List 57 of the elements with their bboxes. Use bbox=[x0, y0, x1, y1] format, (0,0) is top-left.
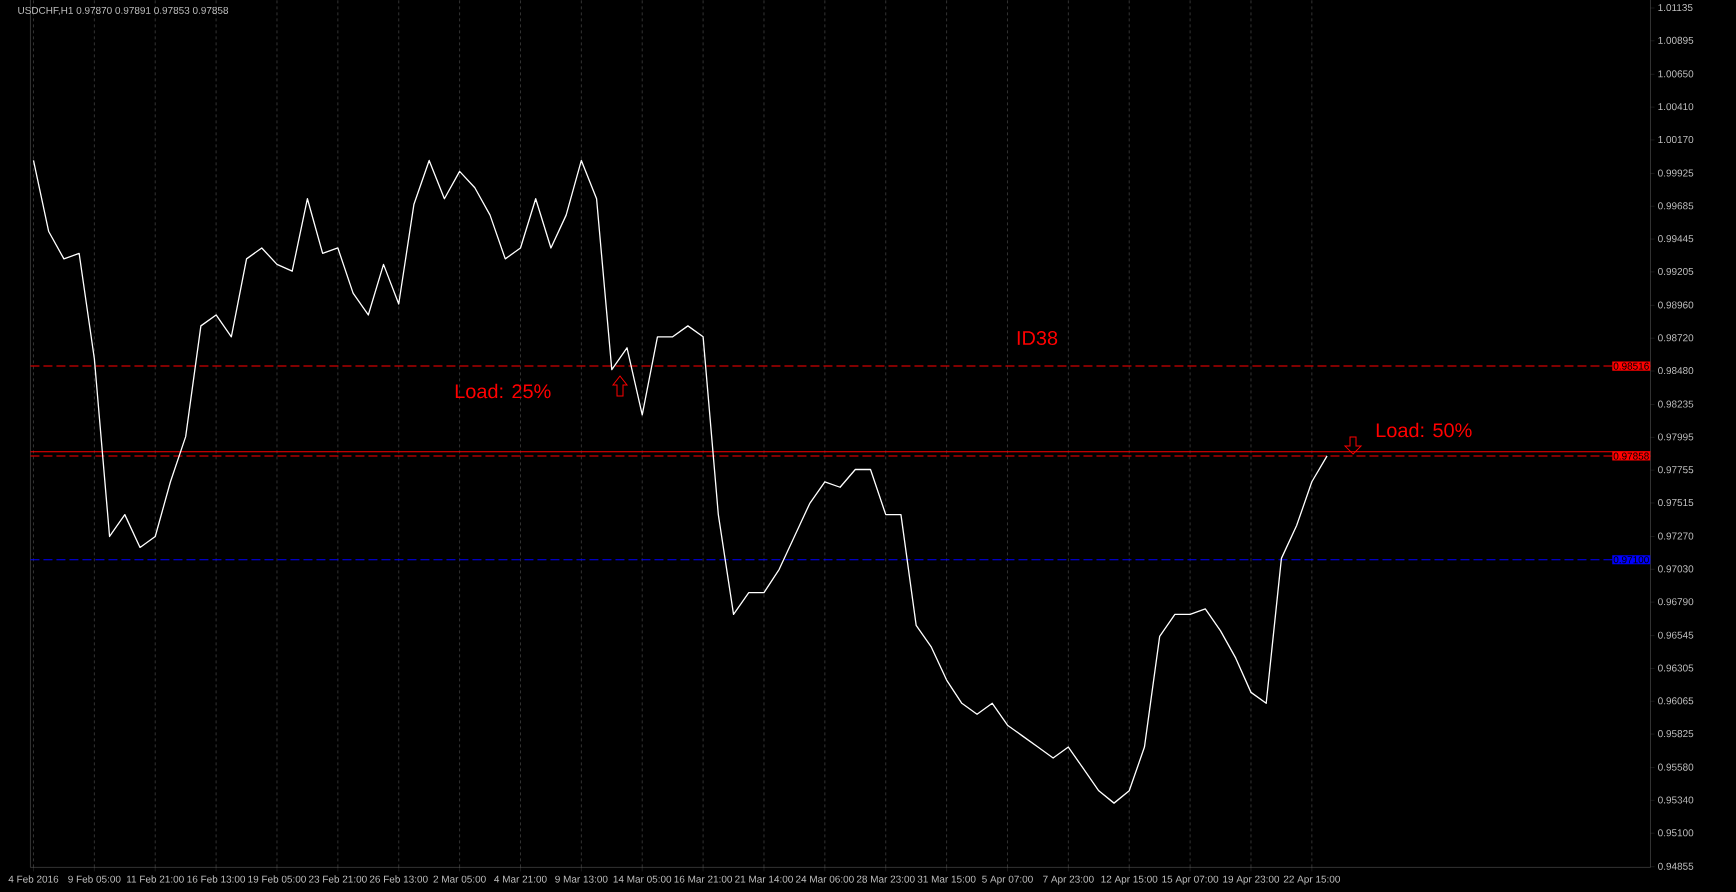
y-tick-label: 0.95100 bbox=[1658, 829, 1694, 837]
y-tick-label: 0.95825 bbox=[1658, 730, 1694, 738]
y-tick-label: 0.96305 bbox=[1658, 664, 1694, 672]
x-tick-label: 16 Mar 21:00 bbox=[674, 875, 733, 883]
y-tick-label: 0.99685 bbox=[1658, 202, 1694, 210]
x-tick-label: 7 Apr 23:00 bbox=[1043, 875, 1094, 885]
x-tick-label: 28 Mar 23:00 bbox=[856, 875, 915, 883]
y-tick-label: 0.97030 bbox=[1658, 565, 1694, 573]
y-tick-label: 1.00650 bbox=[1658, 70, 1694, 78]
x-tick-label: 15 Apr 07:00 bbox=[1162, 875, 1219, 885]
x-tick-label: 12 Apr 15:00 bbox=[1101, 875, 1158, 885]
y-tick-label: 0.98960 bbox=[1658, 301, 1694, 309]
y-tick-label: 1.00410 bbox=[1658, 103, 1694, 111]
y-tick-label: 0.98720 bbox=[1658, 334, 1694, 342]
y-tick-label: 0.96790 bbox=[1658, 598, 1694, 606]
x-tick-label: 9 Mar 13:00 bbox=[555, 875, 608, 883]
y-tick-label: 0.97515 bbox=[1658, 499, 1694, 507]
x-tick-label: 4 Feb 2016 bbox=[8, 875, 59, 883]
y-tick-label: 0.98235 bbox=[1658, 400, 1694, 408]
x-tick-label: 19 Feb 05:00 bbox=[248, 875, 306, 883]
x-tick-label: 16 Feb 13:00 bbox=[187, 875, 246, 883]
x-tick-label: 23 Feb 21:00 bbox=[309, 875, 367, 883]
x-tick-label: 4 Mar 21:00 bbox=[494, 875, 547, 883]
line-series bbox=[32, 159, 1328, 804]
y-tick-label: 0.94855 bbox=[1658, 862, 1694, 870]
x-tick-label: 11 Feb 21:00 bbox=[127, 875, 184, 883]
text: USDCHF,H1 0.97870 0.97891 0.97853 0.97858 bbox=[18, 6, 229, 16]
y-tick-label: 0.95580 bbox=[1658, 763, 1694, 771]
y-tick-label: 1.01135 bbox=[1658, 4, 1693, 12]
annotation: Load: 25% bbox=[455, 383, 551, 399]
x-tick-label: 21 Mar 14:00 bbox=[735, 875, 793, 883]
y-tick-label: 0.96545 bbox=[1658, 631, 1694, 639]
y-tick-label: 0.97995 bbox=[1658, 433, 1694, 441]
y-tick-label: 0.97755 bbox=[1658, 466, 1694, 474]
y-tick-label: 0.97270 bbox=[1658, 532, 1694, 540]
x-tick-label: 19 Apr 23:00 bbox=[1223, 875, 1280, 885]
ref-line-label: 0.97100 bbox=[1613, 556, 1649, 564]
y-tick-label: 0.95340 bbox=[1658, 796, 1694, 804]
y-tick-label: 0.99925 bbox=[1658, 169, 1694, 177]
x-tick-label: 24 Mar 06:00 bbox=[796, 875, 854, 883]
annotation: ID38 bbox=[1017, 330, 1058, 346]
ref-line-label: 0.98516 bbox=[1613, 362, 1649, 370]
x-tick-label: 26 Feb 13:00 bbox=[369, 875, 428, 883]
y-tick-label: 1.00895 bbox=[1658, 36, 1694, 44]
text: Load: 50% bbox=[1376, 422, 1472, 438]
x-tick-label: 9 Feb 05:00 bbox=[68, 875, 121, 883]
ref-line-label: 0.97858 bbox=[1613, 452, 1649, 460]
y-tick-label: 0.96065 bbox=[1658, 697, 1694, 705]
y-tick-label: 0.98480 bbox=[1658, 367, 1694, 375]
x-tick-label: 5 Apr 07:00 bbox=[982, 875, 1033, 885]
y-tick-label: 1.00170 bbox=[1658, 135, 1694, 144]
x-tick-label: 22 Apr 15:00 bbox=[1283, 875, 1340, 885]
x-tick-label: 2 Mar 05:00 bbox=[433, 875, 486, 883]
x-tick-label: 31 Mar 15:00 bbox=[917, 875, 976, 883]
y-tick-label: 0.99445 bbox=[1658, 235, 1694, 243]
y-tick-label: 0.99205 bbox=[1658, 267, 1694, 275]
x-tick-label: 14 Mar 05:00 bbox=[613, 875, 672, 883]
